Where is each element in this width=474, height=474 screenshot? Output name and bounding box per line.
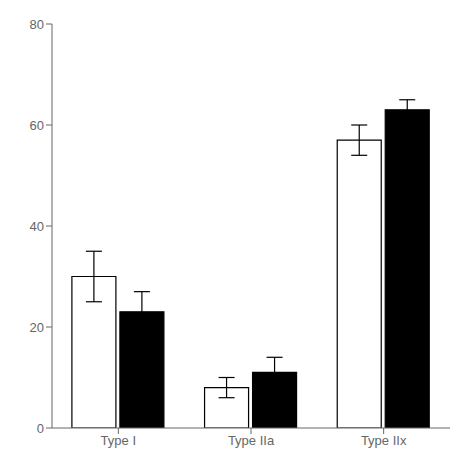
svg-text:20: 20 (30, 320, 44, 335)
svg-text:60: 60 (30, 118, 44, 133)
svg-text:Type I: Type I (101, 433, 136, 448)
svg-text:0: 0 (37, 421, 44, 436)
svg-text:40: 40 (30, 219, 44, 234)
svg-text:80: 80 (30, 17, 44, 32)
svg-text:Type IIx: Type IIx (361, 433, 407, 448)
svg-text:Type IIa: Type IIa (228, 433, 275, 448)
